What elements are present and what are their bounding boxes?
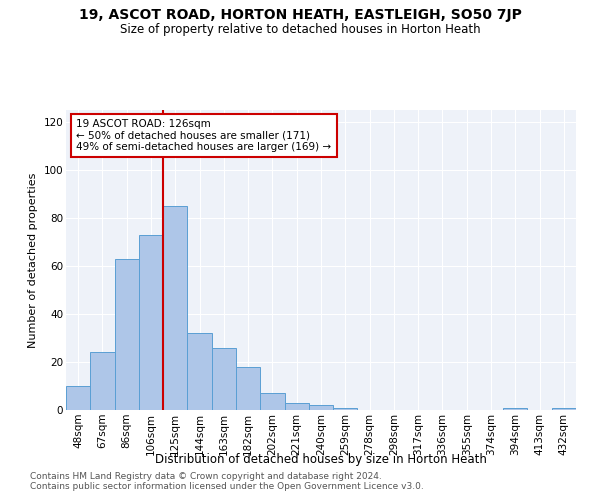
Bar	[212, 348, 236, 410]
Text: Contains public sector information licensed under the Open Government Licence v3: Contains public sector information licen…	[30, 482, 424, 491]
Bar	[503, 408, 527, 410]
Y-axis label: Number of detached properties: Number of detached properties	[28, 172, 38, 348]
Bar	[115, 259, 139, 410]
Bar	[284, 403, 309, 410]
Bar	[163, 206, 187, 410]
Bar	[139, 235, 163, 410]
Text: 19, ASCOT ROAD, HORTON HEATH, EASTLEIGH, SO50 7JP: 19, ASCOT ROAD, HORTON HEATH, EASTLEIGH,…	[79, 8, 521, 22]
Bar	[260, 393, 284, 410]
Text: Contains HM Land Registry data © Crown copyright and database right 2024.: Contains HM Land Registry data © Crown c…	[30, 472, 382, 481]
Bar	[333, 408, 358, 410]
Text: Distribution of detached houses by size in Horton Heath: Distribution of detached houses by size …	[155, 452, 487, 466]
Bar	[187, 333, 212, 410]
Bar	[309, 405, 333, 410]
Text: 19 ASCOT ROAD: 126sqm
← 50% of detached houses are smaller (171)
49% of semi-det: 19 ASCOT ROAD: 126sqm ← 50% of detached …	[76, 119, 331, 152]
Text: Size of property relative to detached houses in Horton Heath: Size of property relative to detached ho…	[119, 22, 481, 36]
Bar	[90, 352, 115, 410]
Bar	[236, 367, 260, 410]
Bar	[552, 408, 576, 410]
Bar	[66, 386, 90, 410]
